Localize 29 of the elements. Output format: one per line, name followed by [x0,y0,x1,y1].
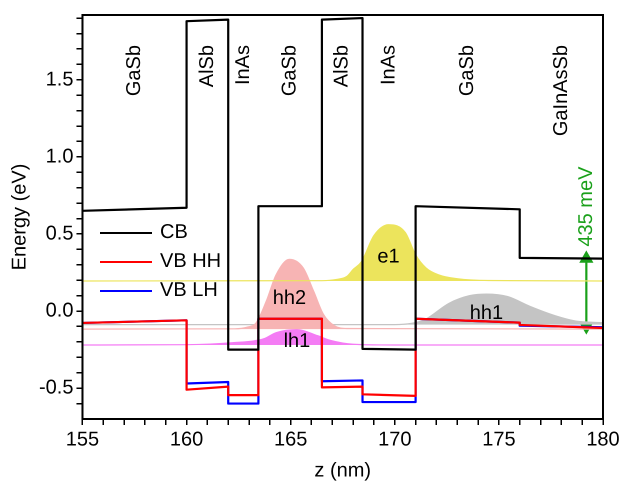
annotation: InAs [232,45,254,86]
y-tick-label: -0.5 [38,376,74,399]
x-tick-label: 175 [482,428,516,451]
annotation: GaSb [278,45,301,96]
legend-label: VB HH [160,249,222,274]
y-axis-title: Energy (eV) [8,164,31,270]
series-label: lh1 [284,330,310,352]
x-tick-label: 165 [274,428,308,451]
annotation: AlSb [330,45,353,88]
x-tick-label: 160 [170,428,204,451]
annotation: GaSb [456,45,478,96]
x-tick-label: 155 [66,428,100,451]
x-tick-label: 170 [378,428,412,451]
text: 435 meV [574,166,597,247]
annotation: AlSb [196,45,218,88]
annotation: GaSb [123,45,146,96]
series-label: hh1 [470,302,504,324]
y-tick-label: 0.5 [46,222,74,244]
annotation: InAs [378,45,400,86]
y-tick-label: 1.5 [46,68,74,90]
series-label: hh2 [272,286,306,309]
legend-label: VB LH [160,278,218,303]
y-tick-label: 1.0 [46,145,74,168]
legend-label: CB [160,220,188,245]
annotation: GaInAsSb [550,45,572,136]
x-tick-label: 180 [586,428,620,451]
y-tick-label: 0.0 [46,300,74,322]
x-axis-title: z (nm) [314,460,372,482]
series-label: e1 [377,245,400,268]
